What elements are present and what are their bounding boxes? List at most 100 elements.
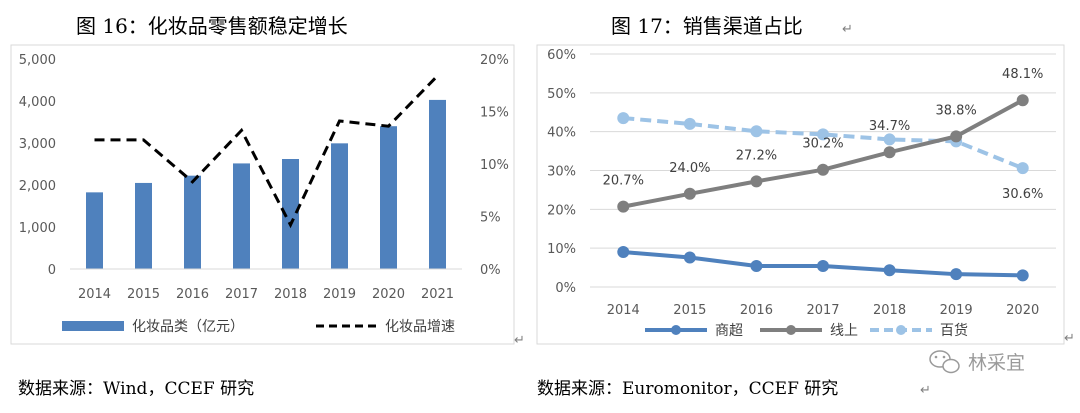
point-线上-2015 bbox=[683, 187, 696, 200]
y-tick: 0% bbox=[555, 281, 576, 296]
data-label: 48.1% bbox=[1002, 67, 1043, 82]
legend-marker bbox=[671, 325, 681, 335]
y-tick: 50% bbox=[547, 87, 576, 102]
legend-growth-label: 化妆品增速 bbox=[385, 319, 455, 335]
x-tick: 2016 bbox=[740, 303, 773, 318]
x-tick: 2014 bbox=[607, 303, 640, 318]
y-left-tick: 2,000 bbox=[19, 179, 56, 194]
x-tick: 2019 bbox=[323, 287, 356, 302]
return-mark: ↵ bbox=[842, 22, 853, 37]
point-百货-2018 bbox=[883, 133, 896, 146]
legend-label: 线上 bbox=[830, 323, 858, 339]
data-label: 34.7% bbox=[869, 119, 910, 134]
bar-2014 bbox=[86, 192, 103, 269]
x-tick: 2014 bbox=[78, 287, 111, 302]
watermark-text: 林采宜 bbox=[968, 352, 1025, 374]
chart-17-series bbox=[617, 94, 1029, 282]
data-label: 30.6% bbox=[1002, 187, 1043, 202]
y-tick: 60% bbox=[547, 48, 576, 63]
legend-bar-label: 化妆品类（亿元） bbox=[132, 319, 244, 335]
chart-16-y-right-ticks: 0% 5% 10% 15% 20% bbox=[480, 53, 509, 278]
x-tick: 2019 bbox=[940, 303, 973, 318]
x-tick: 2021 bbox=[421, 287, 454, 302]
x-tick: 2015 bbox=[127, 287, 160, 302]
bar-2021 bbox=[429, 99, 446, 270]
x-tick: 2017 bbox=[806, 303, 839, 318]
point-商超-2015 bbox=[683, 251, 696, 264]
chart-17-y-ticks: 0% 10% 20% 30% 40% 50% 60% bbox=[547, 48, 576, 296]
y-right-tick: 0% bbox=[480, 263, 501, 278]
chart-16-frame bbox=[10, 44, 515, 345]
chart-16-y-left-ticks: 0 1,000 2,000 3,000 4,000 5,000 bbox=[19, 53, 56, 278]
point-线上-2014 bbox=[617, 200, 630, 213]
return-mark: ↵ bbox=[1064, 331, 1075, 346]
x-tick: 2018 bbox=[873, 303, 906, 318]
chart-16-title: 图 16：化妆品零售额稳定增长 bbox=[76, 14, 348, 38]
return-mark: ↵ bbox=[514, 333, 525, 348]
bar-2015 bbox=[135, 182, 152, 269]
y-tick: 10% bbox=[547, 242, 576, 257]
y-tick: 20% bbox=[547, 203, 576, 218]
bar-2019 bbox=[331, 143, 348, 269]
point-商超-2016 bbox=[750, 260, 763, 273]
point-商超-2019 bbox=[950, 268, 963, 281]
x-tick: 2020 bbox=[372, 287, 405, 302]
watermark: 林采宜 bbox=[929, 350, 1025, 374]
bar-2020 bbox=[380, 126, 397, 269]
legend-label: 商超 bbox=[715, 323, 743, 339]
data-label: 30.2% bbox=[802, 137, 843, 152]
chart-17-frame bbox=[536, 44, 1065, 345]
y-right-tick: 20% bbox=[480, 53, 509, 68]
point-商超-2018 bbox=[883, 264, 896, 277]
point-线上-2018 bbox=[883, 146, 896, 159]
bar-2016 bbox=[184, 175, 201, 269]
legend-marker bbox=[786, 325, 796, 335]
chart-16-source: 数据来源：Wind，CCEF 研究 bbox=[18, 379, 254, 399]
y-right-tick: 5% bbox=[480, 211, 501, 226]
y-tick: 30% bbox=[547, 165, 576, 180]
point-百货-2017 bbox=[817, 128, 829, 141]
return-mark: ↵ bbox=[920, 383, 931, 398]
legend-label: 百货 bbox=[940, 322, 968, 339]
point-百货-2020 bbox=[1016, 162, 1029, 175]
chart-16-x-ticks: 2014 2015 2016 2017 2018 2019 2020 2021 bbox=[78, 287, 454, 302]
bar-2018 bbox=[282, 159, 299, 269]
chart-16-bars bbox=[86, 99, 446, 270]
chart-17: 图 17：销售渠道占比 ↵ 0% 10% 20% 30% 40% 50% 60% 2014 2… bbox=[536, 14, 1075, 399]
point-百货-2016 bbox=[750, 125, 763, 138]
legend-marker bbox=[896, 325, 906, 335]
x-tick: 2017 bbox=[225, 287, 258, 302]
point-线上-2019 bbox=[950, 130, 963, 143]
y-right-tick: 10% bbox=[480, 158, 509, 173]
y-left-tick: 3,000 bbox=[19, 137, 56, 152]
y-left-tick: 1,000 bbox=[19, 221, 56, 236]
point-商超-2014 bbox=[617, 246, 630, 259]
chart-16-legend: 化妆品类（亿元） 化妆品增速 bbox=[62, 319, 455, 335]
data-label: 38.8% bbox=[935, 103, 976, 118]
wechat-icon bbox=[929, 350, 960, 374]
point-百货-2014 bbox=[617, 112, 630, 125]
point-线上-2017 bbox=[817, 163, 829, 176]
point-商超-2020 bbox=[1016, 269, 1029, 282]
chart-16: 图 16：化妆品零售额稳定增长 0 1,000 2,000 3,000 4,000 5,0… bbox=[10, 14, 525, 399]
y-left-tick: 5,000 bbox=[19, 53, 56, 68]
x-tick: 2020 bbox=[1006, 303, 1039, 318]
chart-17-data-labels: 20.7% 24.0% 27.2% 30.2% 34.7% 38.8% 48.1% 30.6% bbox=[603, 67, 1044, 202]
chart-17-title: 图 17：销售渠道占比 bbox=[611, 14, 803, 38]
data-label: 24.0% bbox=[669, 161, 710, 176]
data-label: 20.7% bbox=[603, 174, 644, 189]
chart-17-legend: 商超 线上 百货 bbox=[645, 322, 968, 339]
x-tick: 2015 bbox=[673, 303, 706, 318]
point-线上-2016 bbox=[750, 175, 763, 188]
x-tick: 2018 bbox=[274, 287, 307, 302]
legend-bar-swatch bbox=[62, 321, 124, 331]
point-商超-2017 bbox=[817, 260, 829, 273]
data-label: 27.2% bbox=[736, 148, 777, 163]
point-线上-2020 bbox=[1016, 94, 1029, 107]
y-left-tick: 4,000 bbox=[19, 95, 56, 110]
y-tick: 40% bbox=[547, 126, 576, 141]
point-百货-2015 bbox=[683, 117, 696, 130]
y-right-tick: 15% bbox=[480, 106, 509, 121]
x-tick: 2016 bbox=[176, 287, 209, 302]
